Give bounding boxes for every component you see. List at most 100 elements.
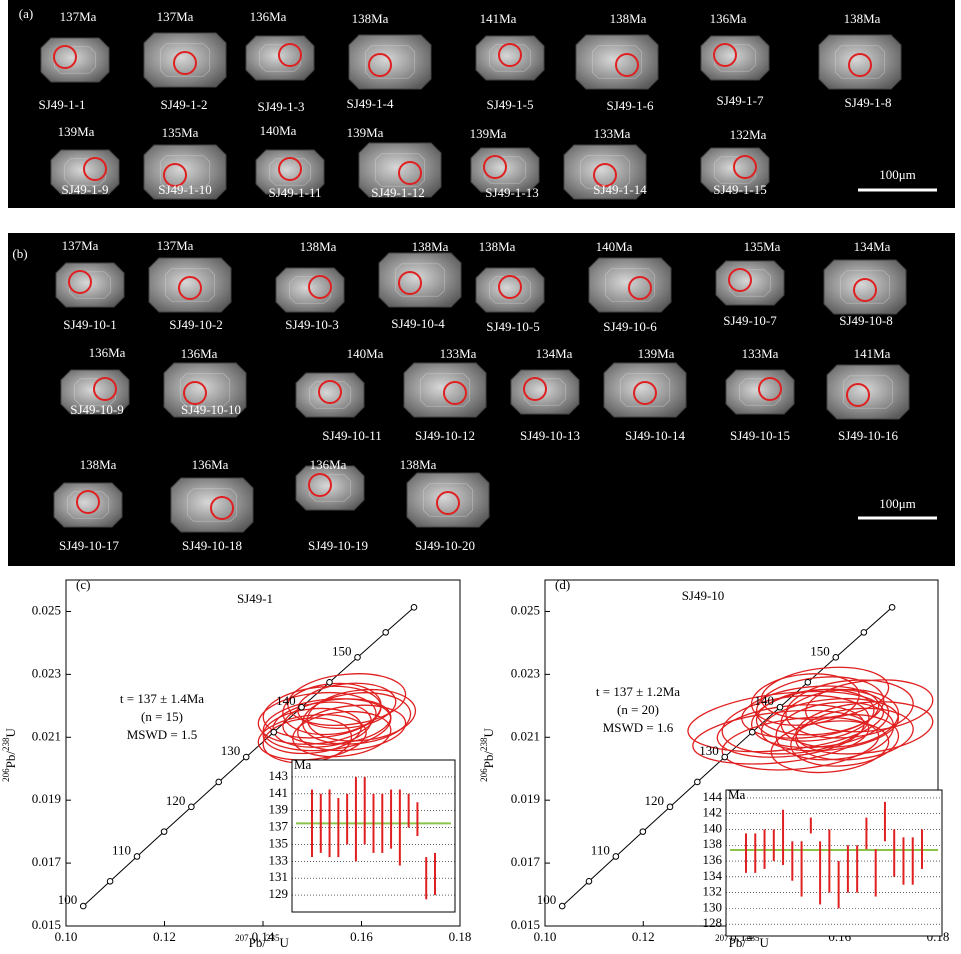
grain-age: 140Ma [260,123,297,138]
concordia-point [805,679,811,685]
scale-bar-label: 100μm [879,167,916,182]
zircon-grain [819,35,901,89]
grain-age: 138Ma [300,239,337,254]
grain-age: 132Ma [730,127,767,142]
concordia-point [161,829,167,835]
concordia-point [613,854,619,860]
concordia-point [777,704,783,710]
grain-name: SJ49-1-10 [158,182,211,197]
concordia-point [216,779,222,785]
age-annotation: MSWD = 1.5 [127,727,198,742]
inset-axis-label: Ma [728,787,746,802]
concordia-point [667,804,673,810]
axis-label-part: 235 [266,933,280,943]
axis-label-part: U [759,935,769,950]
grain-age: 136Ma [89,345,126,360]
zircon-grain [407,473,489,527]
grain-age: 138Ma [412,239,449,254]
panel-label: (c) [76,577,90,592]
grain-name: SJ49-10-16 [838,428,898,443]
axis-label-part: 206 [479,768,489,782]
grain-name: SJ49-1-12 [371,185,424,200]
concordia-point [833,655,839,661]
grain-name: SJ49-10-5 [486,319,539,334]
inset-tick-label: 135 [269,835,289,850]
concordia-age-label: 120 [645,793,665,808]
concordia-age-label: 140 [754,693,774,708]
grain-age: 136Ma [710,11,747,26]
inset-tick-label: 132 [703,884,723,899]
axis-label-part: U [279,935,289,950]
grain-age: 136Ma [310,457,347,472]
grain-name: SJ49-10-10 [181,402,241,417]
inset-tick-label: 138 [703,836,723,851]
axis-label-part: U [481,728,496,738]
inset-tick-label: 128 [703,915,723,930]
scale-bar-label: 100μm [879,496,916,511]
concordia-point [107,879,113,885]
grain-name: SJ49-10-14 [625,428,685,443]
grain-age: 133Ma [594,126,631,141]
grain-name: SJ49-10-2 [169,317,222,332]
x-axis-label: 207Pb/235U [235,933,289,950]
inset-tick-label: 139 [269,802,289,817]
axis-label-part: Pb/ [481,751,496,769]
grain-age: 137Ma [62,238,99,253]
grain-name: SJ49-1-2 [161,97,208,112]
y-tick-label: 0.025 [511,602,540,617]
concordia-point [355,655,361,661]
grain-age: 141Ma [854,346,891,361]
grain-age: 139Ma [470,126,507,141]
y-tick-label: 0.023 [511,665,540,680]
y-tick-label: 0.019 [511,791,540,806]
grain-name: SJ49-10-1 [63,317,116,332]
concordia-age-label: 150 [810,643,830,658]
zircon-grain [476,36,544,80]
x-tick-label: 0.16 [350,929,373,944]
concordia-age-label: 110 [591,842,610,857]
y-tick-label: 0.021 [32,728,61,743]
concordia-age-label: 120 [166,793,186,808]
grain-age: 139Ma [347,125,384,140]
age-annotation: (n = 20) [617,702,659,717]
grain-age: 136Ma [192,457,229,472]
grain-name: SJ49-10-18 [182,538,242,553]
grain-age: 134Ma [536,346,573,361]
concordia-age-label: 150 [332,643,352,658]
panel-label: (d) [555,577,570,592]
inset-tick-label: 140 [703,820,723,835]
grain-age: 141Ma [480,11,517,26]
inset-tick-label: 133 [269,852,289,867]
concordia-point [640,829,646,835]
axis-label-part: Pb/ [729,935,747,950]
chart-title: SJ49-10 [682,588,725,603]
panel-label: (b) [12,246,27,261]
grain-age: 138Ma [844,11,881,26]
grain-name: SJ49-10-15 [730,428,790,443]
concordia-point [383,630,389,636]
panel-label: (a) [19,6,33,21]
grain-name: SJ49-1-7 [717,93,764,108]
grain-name: SJ49-1-3 [258,99,305,114]
concordia-age-label: 100 [537,892,557,907]
grain-age: 140Ma [596,239,633,254]
grain-age: 138Ma [479,239,516,254]
grain-name: SJ49-10-4 [391,316,445,331]
grain-age: 136Ma [250,9,287,24]
grain-name: SJ49-10-20 [415,538,475,553]
grain-age: 139Ma [638,346,675,361]
y-tick-label: 0.025 [32,602,61,617]
grain-name: SJ49-10-7 [723,313,777,328]
grain-age: 138Ma [352,11,389,26]
grain-name: SJ49-1-4 [347,96,394,111]
grain-name: SJ49-1-15 [713,182,766,197]
grain-name: SJ49-10-3 [285,317,338,332]
inset-tick-label: 143 [269,768,289,783]
inset-frame [726,790,942,936]
axis-label-part: Pb/ [3,751,18,769]
inset-tick-label: 134 [703,868,723,883]
concordia-point [722,754,728,760]
inset-tick-label: 131 [269,869,289,884]
inset-tick-label: 137 [269,819,289,834]
inset-tick-label: 141 [269,785,289,800]
